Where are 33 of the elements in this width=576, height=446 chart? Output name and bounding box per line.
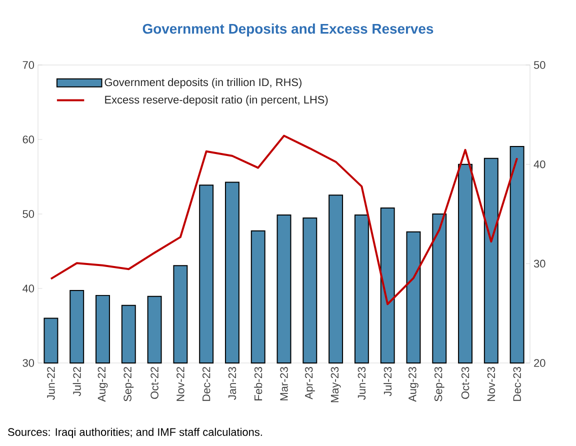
x-tick-label: Oct-23 xyxy=(461,366,470,399)
legend-label: Government deposits (in trillion ID, RHS) xyxy=(104,78,302,88)
x-tick-label: Jul-22 xyxy=(72,367,81,396)
x-tick-label: Apr-23 xyxy=(304,366,315,400)
y-tick-label: 40 xyxy=(22,284,34,292)
y-tick-label: 50 xyxy=(22,210,34,218)
y2-tick-label: 30 xyxy=(534,260,546,268)
x-tick-label: Feb-23 xyxy=(254,366,262,400)
x-tick-label: Aug-23 xyxy=(408,366,418,402)
y-tick-label: 70 xyxy=(22,61,34,69)
x-tick-label: Jan-23 xyxy=(228,366,236,400)
x-tick-label: Sep-22 xyxy=(124,367,134,402)
chart-title: Government Deposits and Excess Reserves xyxy=(142,23,434,36)
line-series xyxy=(50,134,518,306)
x-tick-label: Jun-23 xyxy=(358,366,366,400)
y-tick-label: 60 xyxy=(22,136,34,144)
legend-label: Excess reserve-deposit ratio (in percent, LHS) xyxy=(105,96,328,106)
y2-tick-label: 20 xyxy=(534,359,546,367)
x-tick-label: Dec-23 xyxy=(513,366,521,401)
y-tick-label: 30 xyxy=(22,359,34,367)
x-tick-label: Aug-22 xyxy=(98,367,108,402)
x-tick-label: Oct-22 xyxy=(150,367,158,399)
x-tick-label: Nov-22 xyxy=(176,367,184,401)
x-tick-label: Jul-23 xyxy=(384,366,392,396)
x-tick-label: Sep-23 xyxy=(434,366,444,402)
x-tick-label: Nov-23 xyxy=(487,366,496,401)
source-note: Sources: Iraqi authorities; and IMF staff calculations. xyxy=(8,428,262,438)
x-tick-label: May-23 xyxy=(330,366,341,402)
x-tick-label: Mar-23 xyxy=(280,366,288,400)
y2-tick-label: 40 xyxy=(534,160,546,168)
x-tick-label: Jun-22 xyxy=(47,367,55,400)
y2-tick-label: 50 xyxy=(534,61,546,69)
x-tick-label: Dec-22 xyxy=(202,367,210,401)
